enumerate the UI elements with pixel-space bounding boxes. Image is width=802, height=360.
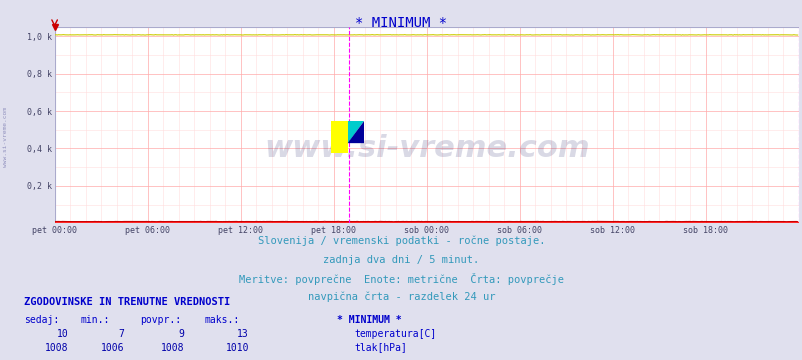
Polygon shape [347,121,363,143]
Text: www.si-vreme.com: www.si-vreme.com [264,134,589,163]
Text: * MINIMUM *: * MINIMUM * [355,16,447,30]
Text: tlak[hPa]: tlak[hPa] [354,342,407,352]
Text: 13: 13 [237,329,249,339]
Text: Meritve: povprečne  Enote: metrične  Črta: povprečje: Meritve: povprečne Enote: metrične Črta:… [239,273,563,285]
Text: ZGODOVINSKE IN TRENUTNE VREDNOSTI: ZGODOVINSKE IN TRENUTNE VREDNOSTI [24,297,230,307]
Text: sedaj:: sedaj: [24,315,59,325]
Text: povpr.:: povpr.: [140,315,181,325]
Text: 10: 10 [56,329,68,339]
Text: * MINIMUM *: * MINIMUM * [337,315,401,325]
Text: 9: 9 [179,329,184,339]
Text: 1008: 1008 [161,343,184,353]
Polygon shape [347,121,363,143]
Bar [331,121,347,153]
Text: Slovenija / vremenski podatki - ročne postaje.: Slovenija / vremenski podatki - ročne po… [257,236,545,246]
Text: navpična črta - razdelek 24 ur: navpična črta - razdelek 24 ur [307,292,495,302]
Text: 1008: 1008 [45,343,68,353]
Text: maks.:: maks.: [205,315,240,325]
Text: 1006: 1006 [101,343,124,353]
Text: temperatura[C]: temperatura[C] [354,329,435,339]
Text: www.si-vreme.com: www.si-vreme.com [3,107,8,167]
Text: min.:: min.: [80,315,110,325]
Text: 1010: 1010 [225,343,249,353]
Text: 7: 7 [119,329,124,339]
Text: zadnja dva dni / 5 minut.: zadnja dva dni / 5 minut. [323,255,479,265]
